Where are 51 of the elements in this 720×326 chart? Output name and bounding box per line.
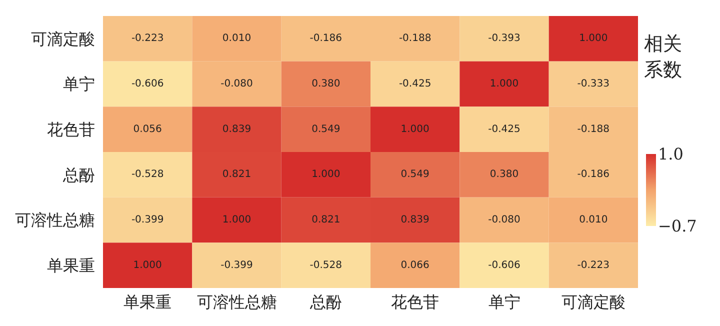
data-label: -0.186	[310, 33, 342, 44]
x-tick-label: 单宁	[488, 292, 520, 312]
y-tick-label: 单宁	[63, 74, 95, 94]
color-bar-title: 相关系数	[644, 33, 682, 81]
y-tick-label: 单果重	[47, 256, 95, 276]
data-label: 0.549	[400, 169, 430, 180]
data-label: 0.839	[400, 214, 430, 226]
y-tick-label: 花色苷	[47, 120, 95, 140]
data-label: -0.606	[488, 260, 520, 271]
color-bar-label: −0.7	[658, 216, 697, 236]
data-label: 0.380	[490, 169, 519, 180]
data-label: 1.000	[490, 78, 519, 90]
data-label: 1.000	[400, 124, 430, 135]
data-label: -0.425	[398, 78, 432, 90]
data-label: 0.066	[400, 260, 430, 271]
data-label: 1.000	[222, 214, 252, 226]
data-label: 0.056	[133, 124, 162, 135]
data-label: -0.393	[488, 33, 520, 44]
y-tick-label: 总酚	[62, 165, 95, 184]
data-label: -0.333	[577, 78, 610, 90]
data-label: -0.186	[577, 169, 610, 180]
x-tick-label: 总酚	[308, 292, 342, 312]
data-label: -0.399	[220, 260, 253, 271]
x-tick-label: 可滴定酸	[561, 292, 626, 312]
data-label: -0.606	[131, 78, 164, 90]
data-label: -0.528	[310, 260, 342, 271]
data-label: 1.000	[579, 33, 608, 44]
data-label: -0.188	[398, 33, 432, 44]
data-label: -0.223	[131, 33, 164, 44]
data-label: 0.549	[312, 124, 340, 135]
data-label: -0.188	[577, 124, 610, 135]
data-label: 0.839	[222, 124, 252, 135]
x-tick-label: 单果重	[124, 292, 172, 312]
data-label: 0.010	[579, 214, 608, 226]
data-label: 0.380	[312, 78, 340, 90]
x-tick-label: 可溶性总糖	[196, 292, 277, 312]
data-label: -0.080	[488, 214, 520, 226]
data-label: -0.528	[131, 169, 164, 180]
y-tick-label: 可滴定酸	[31, 29, 95, 48]
data-label: 1.000	[312, 169, 340, 180]
data-label: 0.821	[312, 214, 340, 226]
data-label: -0.425	[488, 124, 520, 135]
data-label: 0.821	[222, 169, 252, 180]
color-bar-label: 1.0	[658, 144, 684, 164]
y-tick-label: 可溶性总糖	[15, 210, 95, 230]
data-label: 0.010	[222, 33, 252, 44]
data-label: -0.223	[577, 260, 610, 271]
data-label: 1.000	[133, 260, 162, 271]
x-tick-label: 花色苷	[391, 292, 440, 312]
data-label: -0.399	[131, 214, 164, 226]
data-label: -0.080	[220, 78, 253, 90]
